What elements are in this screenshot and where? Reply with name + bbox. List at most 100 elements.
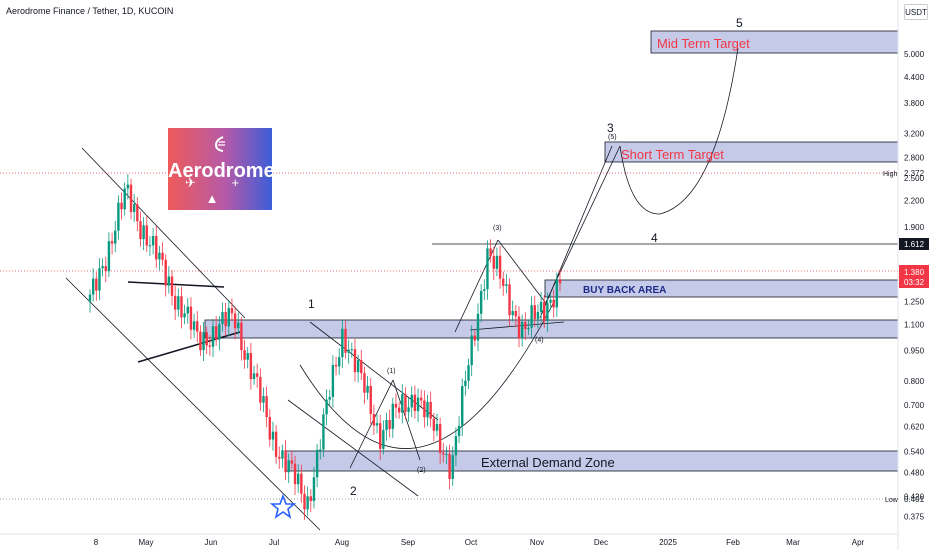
candle-body	[173, 295, 177, 310]
candle-body	[511, 310, 514, 316]
wave-2-label: 2	[350, 484, 357, 498]
currency-badge[interactable]: USDT	[904, 4, 928, 20]
candle-body	[337, 357, 341, 367]
candle-body	[385, 419, 388, 431]
triangle-top	[127, 281, 225, 288]
price-axis[interactable]: 1.612 1.380 03:32 High 2.372 Low 0.401 5…	[883, 0, 929, 550]
candle-body	[502, 278, 505, 286]
star-icon	[269, 493, 297, 519]
candle-body	[101, 266, 104, 269]
wedge-upper	[309, 321, 439, 421]
candle-body	[366, 385, 369, 393]
labels-layer: Mid Term Target Short Term Target BUY BA…	[308, 16, 750, 498]
candle-body	[479, 290, 483, 314]
short-term-label: Short Term Target	[621, 147, 724, 162]
price-tick-label: 3.800	[904, 99, 925, 108]
time-tick-label: May	[138, 538, 153, 547]
high-value: 2.372	[904, 169, 925, 178]
candle-body	[360, 360, 363, 374]
candle-body	[243, 350, 246, 360]
low-value: 0.401	[904, 495, 925, 504]
candle-body	[375, 423, 379, 426]
candle-body	[555, 279, 559, 308]
candle-body	[429, 401, 432, 419]
candle-body	[249, 353, 253, 380]
candle-body	[404, 394, 407, 412]
candle-body	[334, 365, 338, 367]
candle-body	[120, 202, 123, 210]
candle-body	[341, 328, 344, 358]
wave-1-label: 1	[308, 297, 315, 311]
candle-body	[227, 308, 230, 327]
time-axis[interactable]: 8 May Jun Jul Aug Sep Oct Nov Dec 2025 Feb Mar Apr	[0, 533, 898, 547]
candle-body	[344, 328, 347, 353]
candle-body	[107, 241, 111, 272]
candle-body	[278, 456, 281, 459]
candle-body	[423, 400, 426, 418]
candle-body	[218, 324, 221, 340]
candle-body	[126, 184, 130, 189]
candle-body	[442, 452, 445, 455]
wave-3-label: 3	[607, 121, 614, 135]
candle-body	[416, 397, 420, 412]
candle-body	[312, 477, 316, 502]
candle-body	[110, 241, 114, 244]
candle-body	[543, 301, 546, 322]
candle-body	[271, 431, 275, 440]
flag-upper	[497, 239, 549, 307]
candle-body	[325, 399, 328, 415]
level-price-text: 1.612	[904, 240, 925, 249]
candle-body	[448, 454, 451, 479]
triangle-a	[349, 379, 394, 469]
candle-body	[322, 414, 325, 450]
candle-body	[233, 313, 237, 329]
time-tick-label: Feb	[726, 538, 740, 547]
candle-body	[183, 313, 186, 318]
flag-lower	[469, 321, 565, 331]
candle-body	[186, 306, 189, 314]
price-tick-label: 3.200	[904, 130, 925, 139]
candle-body	[274, 431, 278, 457]
subwave-2-label: (2)	[417, 467, 426, 474]
candle-body	[132, 204, 136, 212]
current-price-text: 1.380	[904, 268, 925, 277]
candle-body	[319, 449, 322, 451]
candle-body	[123, 188, 126, 210]
aerodrome-mark-icon	[214, 136, 225, 152]
candle-body	[255, 373, 259, 377]
candle-body	[199, 331, 202, 351]
candle-body	[379, 423, 382, 449]
symbol-title[interactable]: Aerodrome Finance / Tether, 1D, KUCOIN	[6, 6, 174, 16]
channel-upper	[81, 147, 246, 319]
candle-body	[265, 396, 268, 418]
candle-body	[457, 425, 461, 437]
subwave-3-label: (3)	[493, 225, 502, 232]
candle-body	[391, 403, 395, 429]
price-tick-label: 1.100	[904, 320, 925, 329]
candle-body	[309, 496, 313, 502]
candle-body	[508, 284, 511, 316]
subwave-5-label: (5)	[608, 134, 617, 141]
candle-body	[177, 296, 180, 310]
candle-body	[451, 455, 454, 479]
candle-body	[533, 305, 536, 319]
wave-4-label: 4	[651, 231, 658, 245]
candle-body	[155, 235, 158, 260]
price-tick-label: 4.400	[904, 73, 925, 82]
candle-body	[382, 430, 385, 449]
candle-body	[139, 221, 142, 240]
rally-line-b	[545, 145, 621, 303]
candle-body	[356, 360, 360, 373]
candle-body	[489, 248, 492, 257]
low-label: Low	[885, 497, 899, 504]
candle-body	[230, 308, 234, 314]
candle-body	[114, 230, 117, 244]
aerodrome-logo: Aerodrome ✈ + ▲	[168, 128, 272, 210]
candle-body	[117, 202, 120, 231]
candle-body	[167, 276, 171, 286]
zones-layer	[204, 30, 899, 472]
candle-body	[347, 349, 350, 353]
candle-body	[284, 450, 287, 473]
